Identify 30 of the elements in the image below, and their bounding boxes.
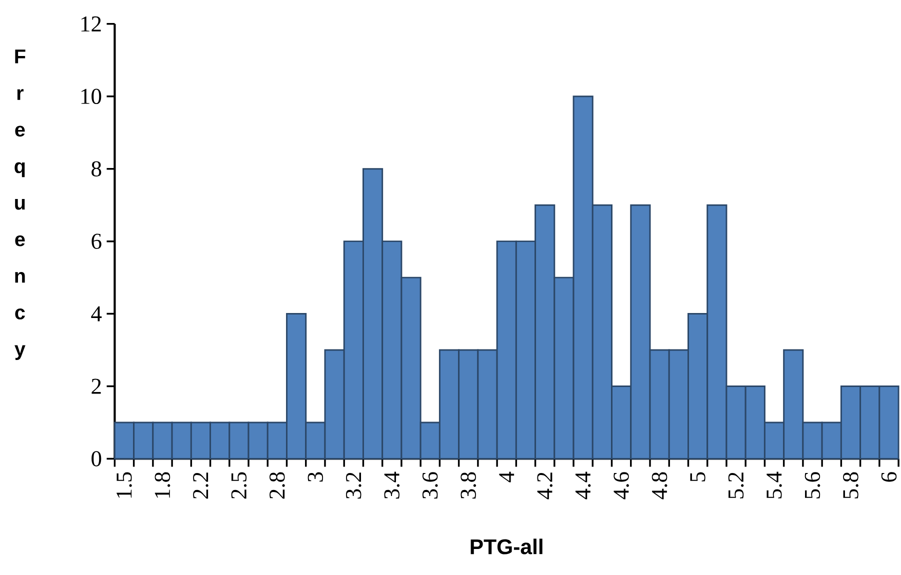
y-tick-label: 12 (81, 16, 101, 32)
x-tick-label: 5 (690, 472, 706, 482)
x-tick-label: 5.2 (728, 472, 744, 498)
y-tick-label: 6 (92, 234, 102, 249)
x-tick-label: 5.4 (766, 472, 782, 498)
text: Frequency (14, 49, 26, 360)
x-tick-label: 1.5 (116, 472, 132, 498)
y-tick-label: 4 (91, 306, 102, 322)
x-tick-label: 6 (881, 472, 897, 482)
y-tick-label: 8 (92, 161, 102, 176)
y-tick-label: 2 (92, 378, 101, 394)
x-tick-label: 4.2 (537, 472, 552, 500)
y-tick-label: 0 (92, 450, 102, 466)
x-tick-label: 5.6 (804, 472, 820, 498)
x-tick-label: 3.8 (460, 472, 476, 498)
x-tick-label: 1.8 (154, 472, 170, 498)
x-tick-label: 4.8 (652, 472, 668, 500)
x-tick-label: 3.2 (346, 472, 362, 498)
x-tick-label: 4.6 (614, 472, 629, 500)
x-tick-label: 3.4 (384, 472, 400, 498)
x-tick-label: 3.6 (422, 472, 438, 498)
x-tick-label: 4.4 (575, 472, 591, 500)
x-tick-label: 2.2 (193, 472, 208, 498)
y-tick-label: 10 (81, 88, 102, 104)
x-tick-label: 2.8 (270, 472, 285, 498)
x-tick-label: 2.5 (231, 472, 247, 498)
x-axis-title: PTG-all (470, 538, 542, 554)
x-tick-label: 5.8 (843, 472, 858, 498)
x-tick-label: 3 (308, 472, 324, 482)
x-tick-label: 4 (499, 472, 514, 482)
